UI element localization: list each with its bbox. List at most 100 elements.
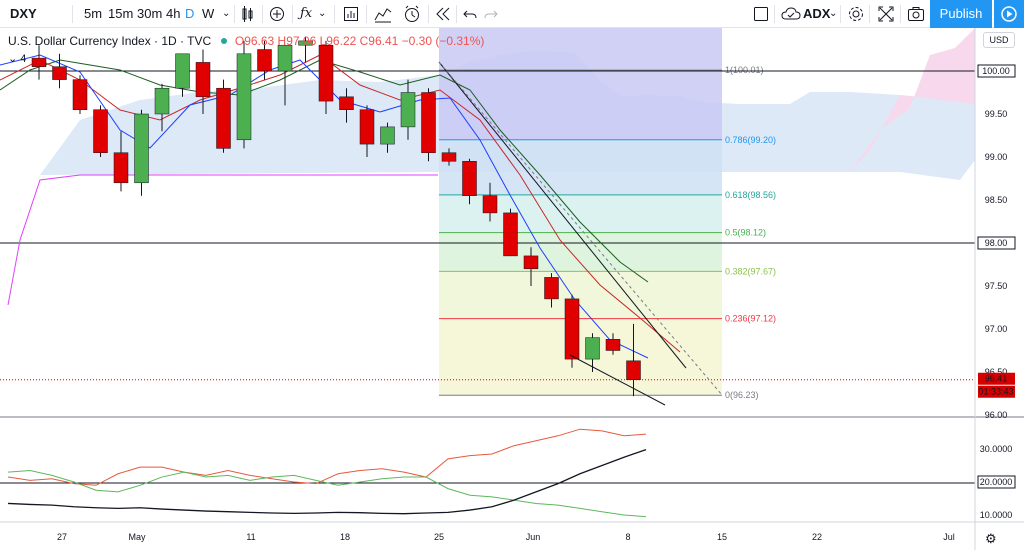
toolbar-divider bbox=[900, 5, 901, 23]
publish-button[interactable]: Publish bbox=[930, 0, 992, 28]
candle-down bbox=[626, 360, 641, 380]
countdown-tag bbox=[978, 385, 1015, 398]
candle-down bbox=[421, 92, 436, 153]
chevron-down-icon[interactable]: ⌄ bbox=[318, 8, 327, 19]
candle-down bbox=[605, 339, 621, 351]
indicator-count: 4 bbox=[20, 53, 27, 65]
interval-15m[interactable]: 15m bbox=[108, 6, 134, 21]
indicator-axis-label: 20.0000 bbox=[980, 477, 1013, 487]
indicator-toggle[interactable]: ⌄ 4 bbox=[8, 52, 26, 65]
toolbar-divider bbox=[774, 5, 775, 23]
candle-down bbox=[93, 109, 108, 153]
legend-ohlc: O96.63 H97.06 L96.22 C96.41 −0.30 (−0.31… bbox=[234, 34, 485, 48]
candle-down bbox=[72, 79, 88, 110]
candle-up bbox=[298, 40, 313, 46]
toolbar-divider bbox=[456, 5, 457, 23]
candle-down bbox=[462, 161, 477, 196]
play-icon[interactable] bbox=[994, 0, 1024, 28]
templates-icon[interactable] bbox=[374, 0, 392, 28]
trend-line-dashed bbox=[438, 61, 723, 396]
candles-chart-type-icon[interactable] bbox=[241, 0, 255, 28]
current-price-label: 96.41 bbox=[985, 374, 1008, 384]
interval-5m[interactable]: 5m bbox=[84, 6, 103, 21]
candle-down bbox=[52, 66, 67, 80]
camera-snapshot-icon[interactable] bbox=[907, 0, 925, 28]
time-axis-label: 8 bbox=[625, 532, 630, 542]
candle-down bbox=[195, 62, 211, 98]
time-axis-label: 25 bbox=[434, 532, 444, 542]
fib-level-label: 0(96.23) bbox=[725, 390, 759, 400]
moving-average-line bbox=[0, 54, 681, 353]
fib-level-label: 1(100.01) bbox=[725, 65, 764, 75]
price-chart[interactable]: 1(100.01) 0.786(99.20) 0.618(98.56) 0.5(98.… bbox=[0, 28, 1024, 550]
di-minus-line bbox=[7, 469, 647, 518]
support-line bbox=[569, 354, 666, 406]
time-axis-label: May bbox=[128, 532, 146, 542]
time-axis-label: 11 bbox=[246, 532, 255, 542]
top-toolbar: DXY 5m 15m 30m 4h D W ⌄ ƒx ⌄ ADX ⌄ bbox=[0, 0, 1024, 28]
currency-label[interactable]: USD bbox=[983, 32, 1015, 48]
cloud-save-icon[interactable] bbox=[781, 0, 801, 28]
toolbar-divider bbox=[234, 5, 235, 23]
candle-down bbox=[359, 109, 375, 145]
fib-band bbox=[439, 318, 722, 396]
undo-icon[interactable] bbox=[463, 0, 477, 28]
countdown-label: 01:33:43 bbox=[978, 387, 1013, 397]
toolbar-divider bbox=[366, 5, 367, 23]
price-axis-label: 99.50 bbox=[985, 109, 1008, 119]
candle-down bbox=[503, 212, 518, 257]
toolbar-divider bbox=[72, 5, 73, 23]
compare-symbol-label[interactable]: ADX bbox=[803, 6, 831, 21]
time-axis-label: Jun bbox=[526, 532, 541, 542]
lagging-span-line bbox=[7, 174, 438, 306]
interval-4h[interactable]: 4h bbox=[166, 6, 181, 21]
price-axis-label: 97.50 bbox=[985, 281, 1008, 291]
alert-clock-icon[interactable] bbox=[403, 0, 421, 28]
fib-band bbox=[439, 194, 722, 233]
price-label-box bbox=[977, 64, 1016, 78]
legend-title: U.S. Dollar Currency Index · 1D · TVC bbox=[8, 34, 212, 48]
candle-up bbox=[134, 113, 149, 184]
fib-level-label: 0.786(99.20) bbox=[725, 135, 776, 145]
price-axis-label: 96.50 bbox=[985, 367, 1008, 377]
chevron-down-icon[interactable]: ⌄ bbox=[8, 53, 18, 65]
fib-band bbox=[439, 139, 722, 195]
fib-level-label: 0.618(98.56) bbox=[725, 190, 776, 200]
candle-up bbox=[175, 53, 190, 89]
time-axis-label: 27 bbox=[57, 532, 67, 542]
di-plus-line bbox=[7, 428, 647, 486]
candle-down bbox=[339, 96, 354, 110]
candle-down bbox=[523, 255, 539, 270]
toolbar-divider bbox=[428, 5, 429, 23]
chevron-down-icon[interactable]: ⌄ bbox=[222, 8, 231, 19]
fib-level-label: 0.236(97.12) bbox=[725, 314, 776, 324]
gear-icon[interactable] bbox=[848, 0, 864, 28]
toolbar-divider bbox=[869, 5, 870, 23]
candle-down bbox=[482, 195, 498, 214]
gear-icon[interactable]: ⚙ bbox=[985, 531, 997, 546]
redo-icon[interactable] bbox=[484, 0, 498, 28]
fullscreen-icon[interactable] bbox=[878, 0, 894, 28]
interval-1d[interactable]: D bbox=[185, 6, 195, 21]
interval-1w[interactable]: W bbox=[202, 6, 215, 21]
candle-down bbox=[257, 49, 272, 72]
time-axis-label: Jul bbox=[943, 532, 955, 542]
ichimoku-cloud-pink bbox=[850, 28, 975, 172]
candle-down bbox=[113, 152, 129, 184]
layout-square-icon[interactable] bbox=[753, 0, 769, 28]
indicators-fx-icon[interactable]: ƒx bbox=[300, 6, 313, 21]
symbol-search[interactable]: DXY bbox=[10, 6, 37, 21]
indicator-label-box bbox=[977, 475, 1016, 489]
adx-line bbox=[7, 449, 647, 515]
price-axis-label: 99.00 bbox=[985, 152, 1008, 162]
financials-icon[interactable] bbox=[343, 0, 359, 28]
time-axis-label: 22 bbox=[812, 532, 822, 542]
interval-30m[interactable]: 30m bbox=[137, 6, 163, 21]
replay-rewind-icon[interactable] bbox=[435, 0, 451, 28]
fib-band bbox=[439, 232, 722, 272]
price-axis-label: 100.00 bbox=[982, 66, 1010, 76]
chevron-down-icon[interactable]: ⌄ bbox=[829, 8, 838, 19]
compare-plus-icon[interactable] bbox=[269, 0, 285, 28]
market-status-dot-icon bbox=[220, 38, 227, 44]
chart-legend: U.S. Dollar Currency Index · 1D · TVC O9… bbox=[8, 34, 484, 48]
